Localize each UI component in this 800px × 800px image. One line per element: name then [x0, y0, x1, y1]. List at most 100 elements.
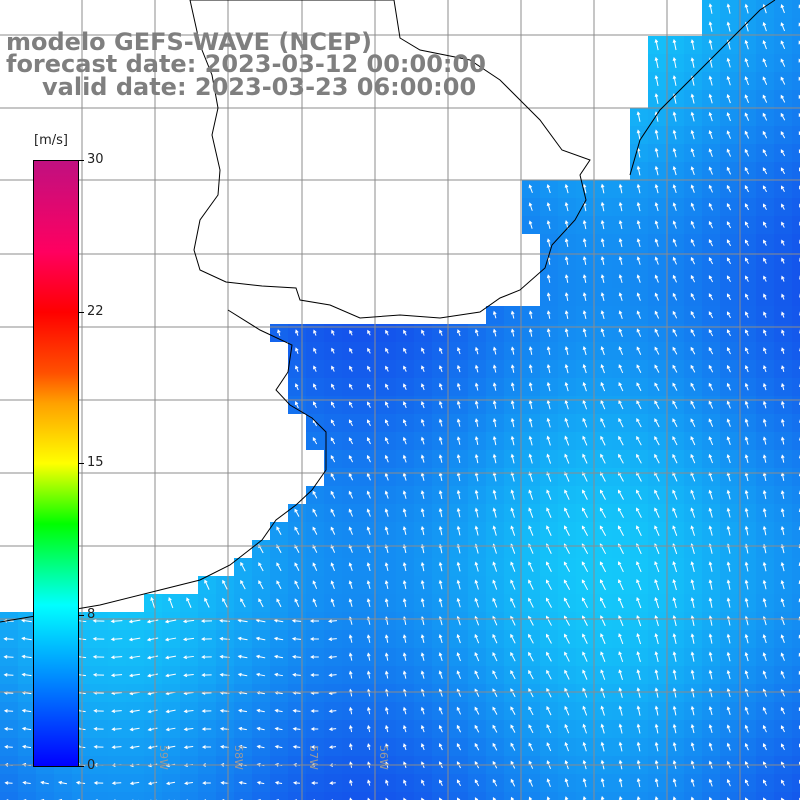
wind-arrow	[21, 726, 32, 731]
wind-cell	[540, 792, 558, 800]
wind-cell	[792, 396, 800, 414]
wind-arrow	[183, 709, 194, 714]
wind-arrow	[708, 651, 713, 662]
wind-arrow	[726, 57, 731, 68]
wind-arrow	[366, 490, 371, 499]
wind-arrow	[220, 781, 229, 785]
wind-arrow	[546, 202, 551, 212]
wind-arrow	[403, 329, 407, 336]
wind-cell	[360, 792, 378, 800]
wind-arrow	[384, 436, 389, 445]
wind-arrow	[420, 400, 425, 409]
coastline-northeast	[629, 0, 776, 176]
wind-arrow	[618, 256, 623, 266]
wind-arrow	[726, 166, 732, 175]
wind-arrow	[420, 670, 425, 679]
wind-cell	[792, 648, 800, 666]
wind-arrow	[781, 293, 785, 300]
wind-arrow	[366, 562, 371, 571]
wind-arrow	[582, 669, 588, 680]
wind-arrow	[672, 453, 678, 464]
wind-arrow	[420, 418, 425, 427]
wind-arrow	[147, 781, 158, 786]
wind-arrow	[384, 562, 389, 572]
wind-arrow	[672, 596, 677, 609]
wind-arrow	[600, 363, 605, 374]
wind-arrow	[744, 724, 749, 733]
wind-arrow	[708, 724, 713, 733]
wind-arrow	[763, 221, 767, 228]
wind-arrow	[762, 21, 767, 32]
wind-arrow	[690, 615, 695, 626]
wind-arrow	[781, 365, 785, 373]
coastline	[189, 0, 591, 319]
wind-arrow	[348, 490, 354, 499]
wind-arrow	[366, 598, 371, 607]
wind-arrow	[654, 578, 660, 591]
wind-arrow	[762, 507, 767, 518]
wind-arrow	[762, 167, 768, 175]
wind-arrow	[600, 310, 605, 320]
wind-arrow	[600, 435, 606, 446]
wind-cell	[792, 126, 800, 144]
wind-arrow	[237, 618, 248, 623]
wind-arrow	[672, 778, 677, 787]
wind-arrow	[331, 329, 335, 336]
wind-arrow	[690, 796, 695, 800]
wind-arrow	[763, 311, 767, 318]
wind-arrow	[726, 453, 731, 464]
wind-arrow	[183, 727, 194, 732]
wind-arrow	[563, 597, 571, 608]
wind-arrow	[312, 490, 318, 499]
wind-arrow	[781, 203, 785, 210]
wind-arrow	[762, 652, 767, 662]
wind-arrow	[744, 329, 749, 337]
wind-arrow	[781, 257, 785, 264]
wind-arrow	[474, 489, 479, 500]
wind-arrow	[600, 399, 606, 410]
wind-arrow	[745, 239, 749, 246]
wind-arrow	[618, 453, 624, 464]
wind-arrow	[546, 651, 552, 662]
wind-arrow	[726, 597, 731, 608]
wind-arrow	[564, 435, 570, 446]
wind-arrow	[582, 292, 587, 301]
wind-arrow	[690, 651, 695, 662]
wind-arrow	[310, 745, 319, 749]
wind-arrow	[654, 202, 659, 212]
wind-arrow	[438, 579, 443, 590]
wind-arrow	[165, 781, 176, 786]
wind-cell	[792, 288, 800, 306]
wind-cell	[648, 792, 666, 800]
wind-arrow	[384, 598, 389, 608]
wind-arrow	[708, 130, 713, 140]
wind-arrow	[492, 507, 497, 518]
wind-arrow	[456, 633, 461, 644]
wind-arrow	[349, 724, 353, 733]
wind-arrow	[780, 579, 785, 590]
wind-arrow	[438, 670, 443, 679]
wind-arrow	[780, 4, 785, 14]
wind-arrow	[708, 93, 713, 104]
wind-arrow	[618, 633, 624, 645]
wind-arrow	[420, 490, 425, 499]
wind-arrow	[780, 652, 785, 661]
wind-arrow	[564, 741, 570, 752]
wind-arrow	[726, 525, 731, 536]
wind-arrow	[273, 636, 284, 641]
wind-arrow	[367, 724, 371, 733]
wind-arrow	[328, 745, 337, 749]
wind-arrow	[672, 328, 678, 337]
wind-cell	[198, 792, 216, 800]
wind-arrow	[636, 614, 642, 627]
wind-arrow	[439, 779, 443, 786]
wind-arrow	[744, 507, 749, 518]
wind-cell	[792, 702, 800, 720]
wind-arrow	[165, 673, 176, 678]
wind-arrow	[146, 637, 159, 642]
wind-arrow	[420, 383, 425, 391]
wind-arrow	[780, 149, 786, 157]
wind-arrow	[582, 256, 587, 266]
wind-arrow	[528, 328, 533, 337]
wind-arrow	[546, 742, 552, 752]
